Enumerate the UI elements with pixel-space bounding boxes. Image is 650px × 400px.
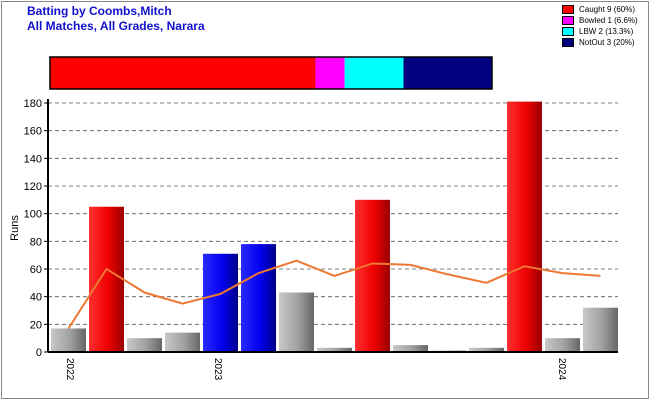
legend-label-bowled: Bowled 1 (6.6%): [579, 16, 638, 25]
legend-label-notout: NotOut 3 (20%): [579, 38, 635, 47]
dismissal-segment-bowled: [315, 57, 345, 89]
dismissal-segment-lbw: [344, 57, 404, 89]
legend-item-lbw: LBW 2 (13.3%): [562, 26, 638, 37]
bars: [51, 101, 618, 352]
legend-swatch-caught: [562, 5, 574, 14]
legend-label-lbw: LBW 2 (13.3%): [579, 27, 634, 36]
bar-innings-8: [317, 347, 352, 352]
bar-innings-4: [165, 332, 200, 352]
y-tick-label: 180: [24, 98, 42, 110]
x-tick-label-2022: 2022: [64, 358, 75, 381]
legend-swatch-notout: [562, 38, 574, 47]
bar-innings-5: [203, 253, 238, 352]
dismissal-bar-border: [49, 56, 493, 90]
bar-innings-2: [89, 206, 124, 352]
title-line-1: Batting by Coombs,Mitch: [27, 4, 172, 18]
y-tick-label: 120: [24, 181, 42, 193]
legend-item-notout: NotOut 3 (20%): [562, 37, 638, 48]
bar-innings-14: [545, 338, 580, 352]
average-line: [67, 259, 601, 330]
bar-innings-13: [507, 101, 542, 352]
bar-innings-9: [355, 199, 390, 352]
y-tick-label: 60: [30, 264, 42, 276]
dismissal-bar: [49, 56, 493, 90]
legend-item-bowled: Bowled 1 (6.6%): [562, 15, 638, 26]
bar-innings-7: [279, 292, 314, 352]
y-axis-label: Runs: [9, 215, 21, 241]
chart-title: Batting by Coombs,Mitch All Matches, All…: [27, 4, 205, 34]
bar-innings-6: [241, 244, 276, 352]
dismissal-segment-notout: [403, 57, 492, 89]
y-tick-label: 40: [30, 292, 42, 304]
bar-innings-3: [127, 338, 162, 352]
bar-innings-12: [469, 347, 504, 352]
y-tick-label: 0: [36, 347, 42, 359]
legend-swatch-bowled: [562, 16, 574, 25]
legend-swatch-lbw: [562, 27, 574, 36]
y-tick-label: 80: [30, 236, 42, 248]
legend-item-caught: Caught 9 (60%): [562, 4, 638, 15]
x-tick-label-2023: 2023: [212, 358, 223, 381]
bar-innings-15: [583, 307, 618, 352]
legend: Caught 9 (60%) Bowled 1 (6.6%) LBW 2 (13…: [562, 4, 638, 48]
average-polyline: [67, 259, 601, 330]
y-tick-label: 100: [24, 209, 42, 221]
grid-lines: [48, 102, 618, 325]
dismissal-segment-caught: [50, 57, 316, 89]
y-tick-label: 160: [24, 126, 42, 138]
legend-label-caught: Caught 9 (60%): [579, 5, 636, 14]
axes: 0 20 40 60 80 100 120 140 160 180 2022 2023 2024: [24, 98, 618, 381]
x-tick-label-2024: 2024: [556, 358, 567, 381]
title-line-2: All Matches, All Grades, Narara: [27, 19, 205, 33]
y-tick-label: 140: [24, 153, 42, 165]
y-tick-label: 20: [30, 319, 42, 331]
bar-innings-10: [393, 345, 428, 352]
bar-innings-1: [51, 328, 86, 352]
